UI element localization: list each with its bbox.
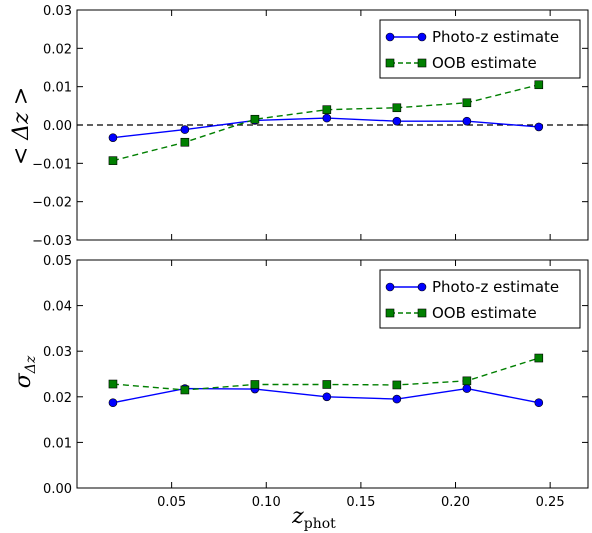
bottom-point-photoz: [108, 398, 118, 408]
bottom-legend-label-oob: OOB estimate: [432, 304, 537, 322]
top-legend-marker-oob: [385, 58, 395, 68]
bottom-ylabel: σΔz: [11, 355, 39, 388]
xlabel-main: z: [291, 504, 304, 529]
bottom-point-oob: [534, 353, 544, 363]
xtick-label: 0.05: [157, 495, 186, 510]
top-legend: Photo-z estimate OOB estimate: [379, 19, 581, 79]
xtick-label: 0.20: [441, 495, 470, 510]
top-point-photoz: [108, 133, 118, 142]
bottom-point-photoz: [534, 398, 544, 408]
bottom-legend-label-photoz: Photo-z estimate: [432, 278, 559, 296]
bottom-point-photoz: [462, 384, 472, 393]
top-legend-marker-oob: [417, 58, 427, 68]
bottom-legend-marker-photoz: [417, 282, 427, 292]
bottom-legend-marker-oob: [385, 308, 395, 318]
bottom-point-oob: [180, 385, 190, 395]
bottom-ylabel-main: σ: [11, 372, 36, 388]
xtick-label: 0.15: [346, 495, 375, 510]
bottom-legend-marker-oob: [417, 308, 427, 318]
top-ytick-label: 0.01: [43, 81, 72, 96]
bottom-legend: Photo-z estimate OOB estimate: [379, 269, 581, 329]
top-ytick-label: 0.00: [43, 119, 72, 134]
bottom-point-oob: [462, 376, 472, 386]
bottom-ytick-label: 0.01: [43, 436, 72, 451]
top-ytick-label: 0.02: [43, 42, 72, 57]
bottom-ylabel-sub: Δz: [23, 355, 39, 374]
top-legend-marker-photoz: [417, 32, 427, 42]
bottom-panel: 0.00 0.01 0.02 0.03 0.04 0.05 0.05 0.10 0.15 0.20…: [43, 254, 589, 510]
top-ytick-label: −0.02: [32, 196, 72, 211]
bottom-point-photoz: [392, 394, 402, 404]
bottom-point-oob: [392, 380, 402, 390]
bottom-legend-marker-photoz: [385, 282, 395, 292]
top-legend-marker-photoz: [385, 32, 395, 42]
top-point-oob: [250, 114, 260, 124]
top-panel: −0.03 −0.02 −0.01 0.00 0.01 0.02 0.03 Photo-z e…: [32, 4, 589, 249]
top-point-oob: [462, 98, 472, 108]
top-point-oob: [180, 137, 190, 147]
top-point-photoz: [392, 116, 402, 126]
bottom-legend-box: [379, 269, 581, 329]
top-point-oob: [322, 105, 332, 114]
bottom-point-oob: [108, 379, 118, 389]
top-point-oob: [108, 156, 118, 165]
bottom-ytick-label: 0.00: [43, 482, 72, 497]
top-point-oob: [392, 103, 402, 113]
xtick-label: 0.25: [536, 495, 565, 510]
top-ytick-label: −0.01: [32, 157, 72, 172]
top-legend-label-oob: OOB estimate: [432, 54, 537, 72]
top-point-oob: [534, 80, 544, 90]
bottom-point-oob: [322, 380, 332, 389]
bottom-point-oob: [250, 380, 260, 389]
top-point-photoz: [180, 125, 190, 134]
xtick-label: 0.10: [252, 495, 281, 510]
top-ylabel: < Δz >: [9, 87, 34, 165]
bottom-point-photoz: [322, 392, 332, 402]
top-legend-label-photoz: Photo-z estimate: [432, 28, 559, 46]
bottom-ytick-label: 0.03: [43, 345, 72, 360]
bottom-ytick-label: 0.02: [43, 391, 72, 406]
xlabel-sub: phot: [304, 516, 336, 532]
bottom-ytick-label: 0.05: [43, 254, 72, 269]
top-ytick-label: −0.03: [32, 234, 72, 249]
bottom-axes-frame: [76, 259, 589, 489]
top-point-photoz: [322, 113, 332, 123]
top-legend-box: [379, 19, 581, 79]
top-ytick-label: 0.03: [43, 4, 72, 19]
top-point-photoz: [534, 122, 544, 132]
bottom-ytick-label: 0.04: [43, 300, 72, 315]
top-series-line-oob: [112, 84, 539, 162]
top-point-photoz: [462, 116, 472, 126]
xlabel: zphot: [291, 504, 336, 532]
